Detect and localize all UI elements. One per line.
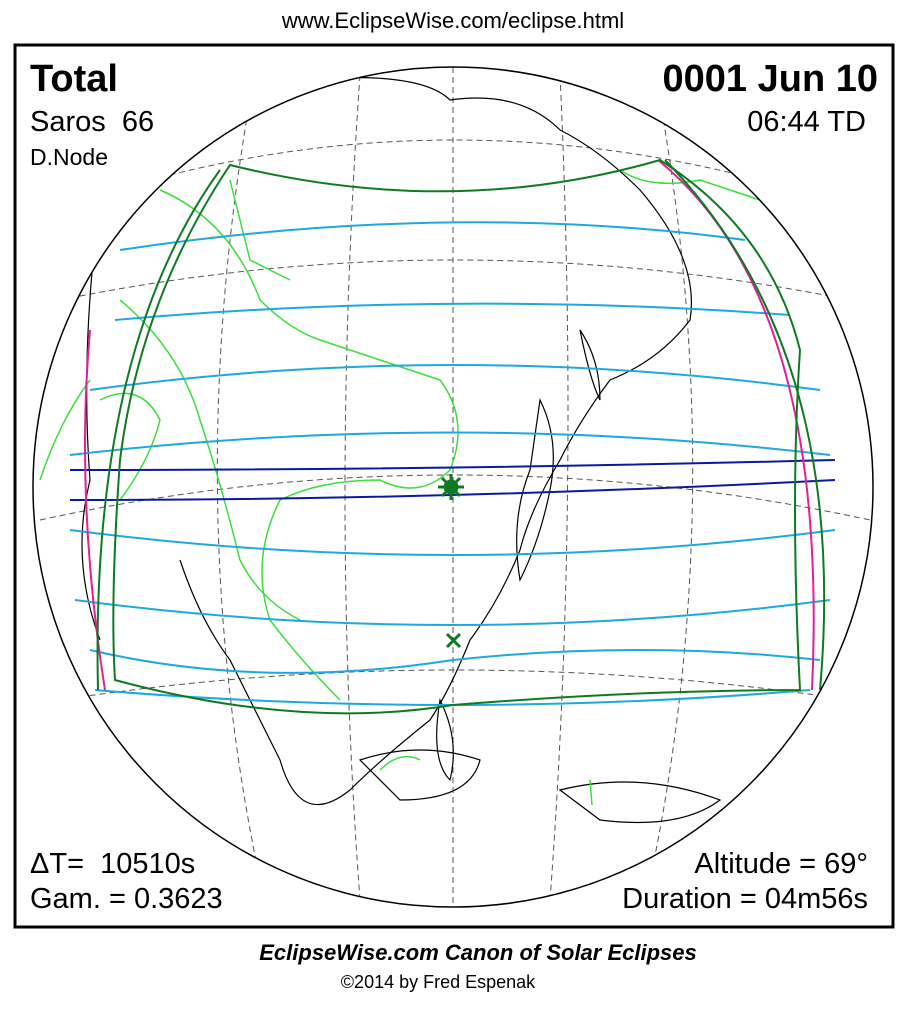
gamma: Gam. = 0.3623: [30, 883, 223, 915]
copyright: ©2014 by Fred Espenak: [341, 972, 536, 992]
altitude: Altitude = 69°: [694, 848, 868, 880]
node: D.Node: [30, 144, 108, 170]
saros: Saros 66: [30, 106, 154, 138]
duration: Duration = 04m56s: [622, 883, 868, 915]
greatest-eclipse: [438, 474, 464, 649]
url: www.EclipseWise.com/eclipse.html: [281, 8, 624, 33]
footer-title: EclipseWise.com Canon of Solar Eclipses: [259, 940, 697, 965]
date: 0001 Jun 10: [663, 58, 878, 100]
delta-t: ΔT= 10510s: [30, 848, 195, 880]
eclipse-type: Total: [30, 58, 118, 100]
time: 06:44 TD: [747, 106, 866, 138]
